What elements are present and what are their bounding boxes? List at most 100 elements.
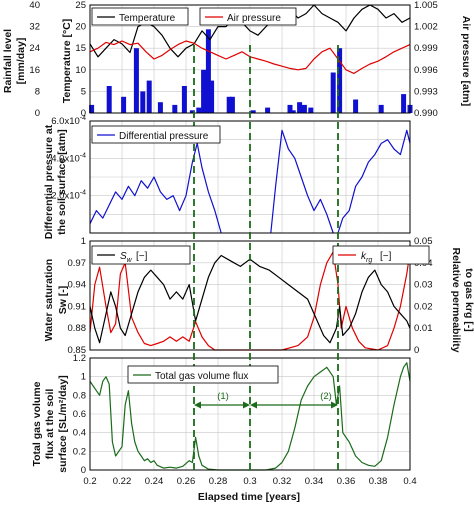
- rainfall-bar: [337, 48, 343, 114]
- flux-tick: 1: [81, 372, 86, 383]
- period-2-arrow: [250, 401, 338, 409]
- legend-sw-unit: [−]: [136, 251, 148, 262]
- rainfall-bar: [157, 102, 163, 113]
- temperature-axis-label: Temperature [°C]: [61, 19, 73, 104]
- legend-sw-subscript: w: [127, 257, 133, 264]
- svg-text:krg: krg: [361, 251, 372, 264]
- saturation-tick: 0.94: [68, 280, 87, 291]
- x-axis-label: Elapsed time [years]: [198, 491, 300, 503]
- rainfall-bar: [308, 107, 314, 113]
- pressure-tick: 1.002: [414, 22, 438, 33]
- temperature-tick: 0: [81, 108, 86, 119]
- rainfall-bar: [106, 86, 112, 113]
- pressure-tick: 0.996: [414, 65, 438, 76]
- legend-air-pressure: Air pressure: [227, 13, 281, 24]
- rainfall-bar: [401, 94, 407, 113]
- rainfall-bar: [287, 104, 293, 113]
- differential-pressure-series-2: [270, 129, 334, 234]
- rainfall-bar: [146, 80, 152, 113]
- pressure-tick: 0.990: [414, 108, 438, 119]
- period-2-arrow-head-left: [250, 401, 257, 409]
- saturation-tick: 0.97: [68, 258, 87, 269]
- legend-top-left: Temperature: [91, 7, 189, 26]
- rainfall-bar: [189, 110, 195, 113]
- legend-differential-pressure: Differential pressure: [119, 131, 209, 142]
- rainfall-bar: [201, 69, 207, 113]
- temperature-tick: 20: [75, 22, 86, 33]
- rainfall-bar: [265, 107, 271, 113]
- flux-tick: 1.2: [73, 353, 86, 364]
- temperature-tick: 15: [75, 43, 86, 54]
- saturation-axis-label-1: Water saturation: [43, 259, 55, 341]
- rainfall-bar: [140, 91, 146, 113]
- saturation-tick: 0.85: [68, 345, 87, 356]
- x-tick: 0.36: [337, 476, 356, 487]
- permeability-tick: 0.01: [414, 323, 433, 334]
- differential-tick: 4.0x10-4: [51, 152, 86, 164]
- x-tick: 0.38: [369, 476, 388, 487]
- flux-tick: 0.2: [73, 446, 86, 457]
- x-tick: 0.2: [83, 476, 96, 487]
- rainfall-tick: 16: [29, 65, 40, 76]
- x-tick: 0.4: [403, 476, 416, 487]
- rainfall-axis-label-1: Rainfall level: [2, 29, 14, 93]
- legend-top-right: Air pressure: [199, 7, 297, 26]
- gasflux-axis-label-2: flux at the soil: [44, 389, 56, 460]
- rainfall-bar: [121, 96, 127, 113]
- differential-pressure-series-1: [89, 142, 222, 234]
- legend-krg-symbol: k: [361, 251, 367, 262]
- rainfall-bar: [353, 99, 359, 113]
- period-2-arrow-head-right: [331, 401, 338, 409]
- legend-sw-symbol: S: [120, 251, 127, 262]
- rainfall-bar: [172, 104, 178, 113]
- permeability-tick: 0: [414, 345, 419, 356]
- x-tick: 0.28: [209, 476, 228, 487]
- rainfall-bar: [301, 104, 307, 113]
- gasflux-axis-label-1: Total gas volume: [31, 381, 43, 466]
- svg-text:Sw: Sw: [120, 251, 133, 264]
- legend-krg: krg [−]: [332, 245, 430, 265]
- saturation-tick: 1: [81, 236, 86, 247]
- rainfall-bar: [181, 86, 187, 113]
- differential-tick: 6.0x10-4: [51, 115, 86, 127]
- pressure-tick: 0.999: [414, 43, 438, 54]
- sw-series: [89, 254, 411, 344]
- legend-flux: Total gas volume flux: [127, 365, 279, 384]
- pressure-axis-label: Air pressure [atm]: [460, 16, 472, 106]
- rainfall-bar: [290, 110, 296, 113]
- pressure-tick: 1.005: [414, 0, 438, 11]
- flux-tick: 0: [81, 465, 86, 476]
- gasflux-axis-label-3: surface [SL/m²/day]: [57, 375, 69, 472]
- permeability-tick: 0.02: [414, 301, 433, 312]
- rainfall-tick: 40: [29, 0, 40, 11]
- permeability-tick: 0.05: [414, 236, 433, 247]
- rainfall-bar: [250, 110, 256, 113]
- period-1-label: (1): [217, 391, 229, 402]
- pressure-tick: 0.993: [414, 86, 438, 97]
- x-tick: 0.22: [113, 476, 132, 487]
- rainfall-bar: [229, 96, 235, 113]
- legend-sw: Sw [−]: [91, 245, 191, 265]
- x-tick: 0.32: [273, 476, 292, 487]
- rainfall-tick: 32: [29, 22, 40, 33]
- legend-krg-subscript: rg: [366, 257, 372, 264]
- rainfall-bar: [226, 96, 232, 113]
- saturation-axis-label-2: Sw [-]: [57, 286, 69, 315]
- legend-total-gas-flux: Total gas volume flux: [155, 371, 248, 382]
- rainfall-bar: [133, 48, 139, 114]
- differential-pressure-series-3: [337, 129, 411, 234]
- rainfall-tick: 8: [35, 86, 40, 97]
- x-tick: 0.24: [145, 476, 164, 487]
- period-1-arrow-head-left: [194, 401, 201, 409]
- permeability-axis-label-2: to gas krg [-]: [463, 268, 474, 332]
- rainfall-tick: 24: [29, 43, 40, 54]
- rainfall-bar: [209, 80, 215, 113]
- x-tick: 0.34: [305, 476, 324, 487]
- panel-3-frame: [89, 240, 411, 351]
- rainfall-bar: [378, 104, 384, 113]
- legend-krg-unit: [−]: [380, 251, 392, 262]
- permeability-tick: 0.03: [414, 280, 433, 291]
- temperature-tick: 10: [75, 65, 86, 76]
